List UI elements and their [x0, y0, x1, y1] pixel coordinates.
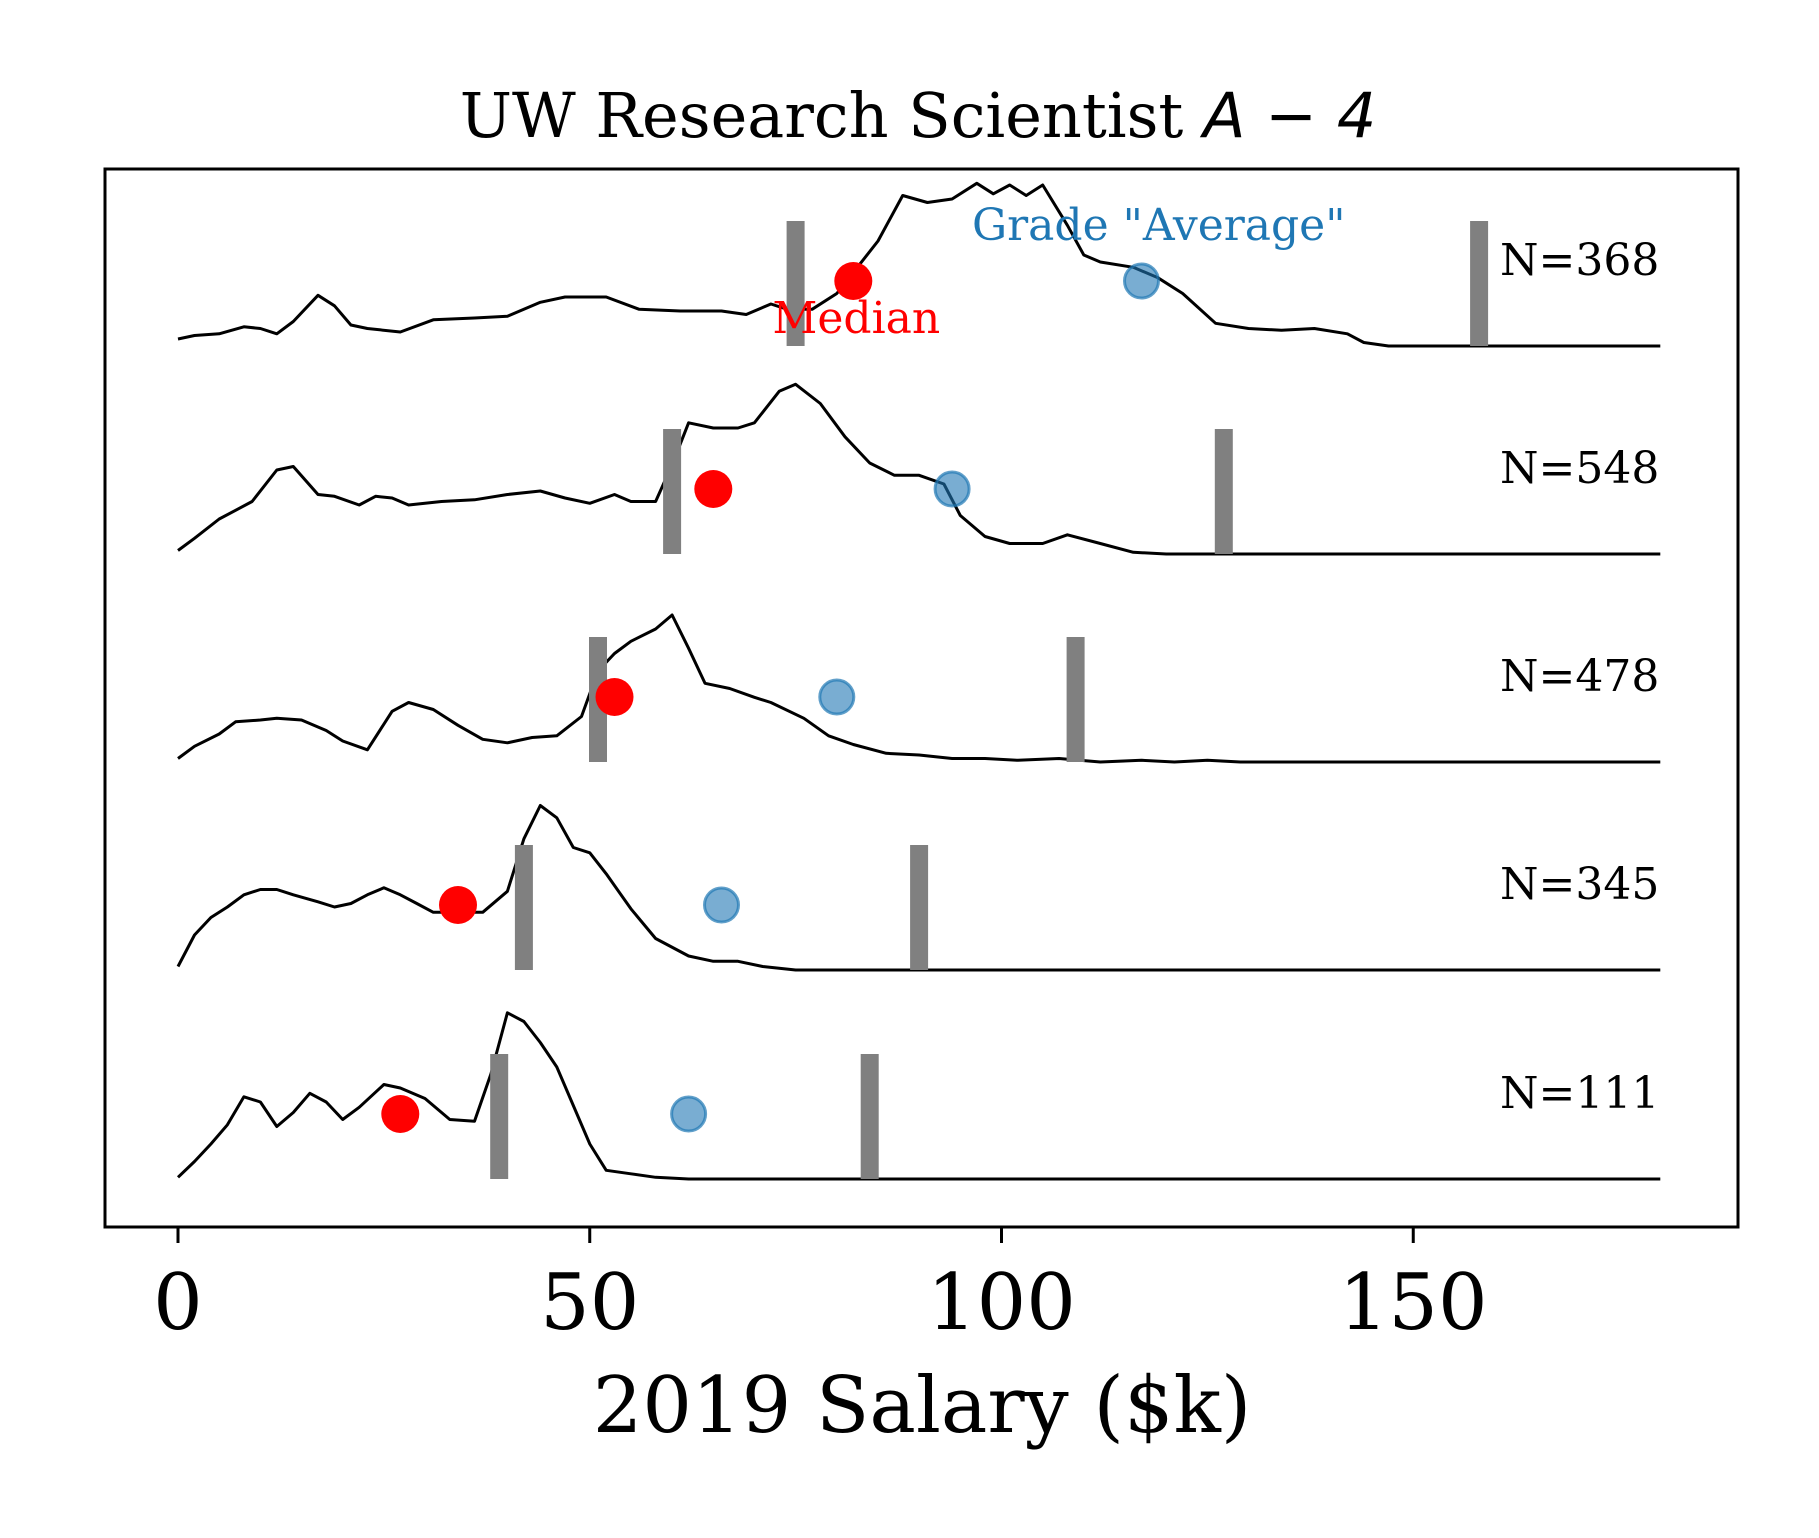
chart-title-math: A − 4: [1199, 79, 1376, 152]
x-tick-label: 150: [1339, 1258, 1488, 1348]
bound-low-bar: [786, 221, 805, 346]
ridge-row: N=478: [177, 613, 1661, 764]
bound-low-bar: [663, 429, 682, 554]
bound-low-bar: [490, 1054, 509, 1179]
bound-high-bar: [910, 845, 929, 970]
density-curve: [176, 1011, 1661, 1181]
n-count-label: N=345: [1500, 859, 1659, 910]
average-marker: [818, 678, 856, 716]
n-count-label: N=368: [1500, 235, 1659, 286]
average-marker: [933, 470, 971, 508]
x-tick-label: 50: [540, 1258, 639, 1348]
x-tick-label: 100: [927, 1258, 1076, 1348]
density-curve: [177, 382, 1661, 556]
average-marker: [1123, 262, 1160, 300]
n-count-label: N=548: [1500, 443, 1659, 494]
rows-layer: N=368 N=548 N=478 N=345 N=111 Median Grade "Av…: [176, 181, 1661, 1181]
chart-title-text: UW Research Scientist: [460, 79, 1203, 152]
n-count-label: N=478: [1500, 651, 1659, 702]
bound-low-bar: [514, 845, 533, 970]
x-axis: 0 50 100 150: [153, 1227, 1488, 1348]
average-marker: [703, 886, 740, 924]
plot-frame: [103, 167, 1740, 1229]
median-annotation: Median: [772, 293, 940, 344]
ridge-row: N=345: [176, 804, 1661, 972]
ridge-row: N=368: [177, 181, 1661, 348]
median-marker: [834, 262, 873, 300]
bound-high-bar: [1066, 637, 1085, 762]
n-count-label: N=111: [1500, 1068, 1659, 1119]
chart-title: UW Research Scientist A − 4: [460, 79, 1377, 152]
median-marker: [381, 1095, 420, 1133]
x-axis-label: 2019 Salary ($k): [593, 1361, 1252, 1451]
x-tick-label: 0: [153, 1258, 203, 1348]
density-curve: [177, 613, 1661, 764]
average-annotation: Grade "Average": [972, 200, 1345, 251]
bound-high-bar: [860, 1054, 879, 1179]
ridge-row: N=548: [177, 382, 1661, 556]
bound-high-bar: [1470, 221, 1489, 346]
median-marker: [694, 470, 733, 508]
average-marker: [670, 1095, 708, 1133]
median-marker: [439, 886, 477, 924]
ridge-row: N=111: [176, 1011, 1661, 1181]
density-curve: [177, 181, 1661, 348]
bound-high-bar: [1214, 429, 1233, 554]
median-marker: [595, 678, 634, 716]
